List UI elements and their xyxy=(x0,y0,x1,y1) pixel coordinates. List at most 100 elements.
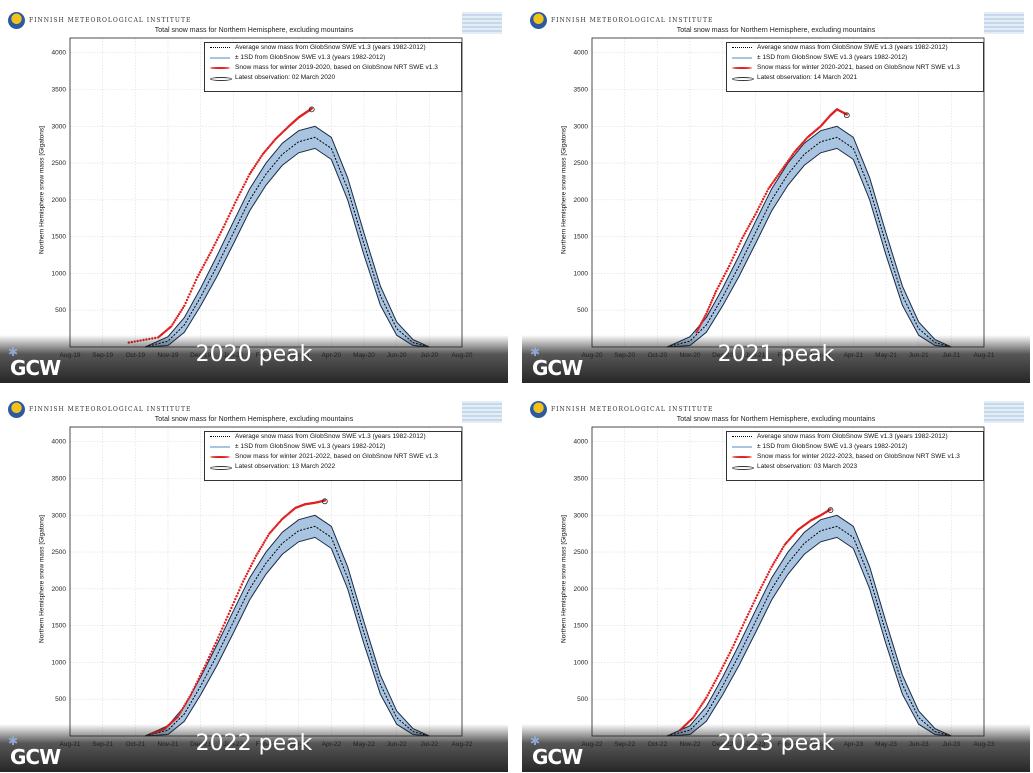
observed-point xyxy=(241,185,245,189)
observed-point xyxy=(726,267,730,270)
observed-point xyxy=(710,301,713,304)
observed-point xyxy=(239,586,242,589)
latest-observation-marker xyxy=(827,507,834,514)
observed-point xyxy=(260,155,263,158)
globsnow-logo-icon xyxy=(462,401,502,423)
observed-point xyxy=(184,301,187,305)
observed-point xyxy=(201,669,204,673)
y-tick-label: 1000 xyxy=(574,659,589,666)
legend-label: Average snow mass from GlobSnow SWE v1.3… xyxy=(235,433,426,440)
observed-point xyxy=(230,606,233,610)
observed-point xyxy=(249,170,253,174)
observed-point xyxy=(769,568,772,571)
legend-label: Latest observation: 02 March 2020 xyxy=(235,74,336,81)
sd-band-lower-edge xyxy=(667,536,952,737)
observed-point xyxy=(249,564,253,568)
observed-point xyxy=(258,547,262,551)
observed-point xyxy=(223,621,227,624)
sd-band-upper-edge xyxy=(144,125,430,348)
legend-entry: Snow mass for winter 2022-2023, based on… xyxy=(727,452,983,462)
legend-entry: Average snow mass from GlobSnow SWE v1.3… xyxy=(205,432,461,442)
legend-entry: Latest observation: 13 March 2022 xyxy=(205,462,461,472)
observed-point xyxy=(736,635,739,638)
observed-point xyxy=(707,691,711,695)
observed-point xyxy=(703,698,707,701)
observed-point xyxy=(731,256,735,259)
observed-point xyxy=(210,249,213,252)
observed-point xyxy=(181,306,185,310)
observed-point xyxy=(215,639,219,642)
observed-point xyxy=(735,248,739,251)
y-axis-label: Northern Hemisphere snow mass [Gigatons] xyxy=(560,515,568,643)
observed-point xyxy=(845,113,848,116)
observed-point xyxy=(257,550,261,553)
observed-point xyxy=(185,700,189,703)
observed-point xyxy=(743,621,746,624)
observed-point xyxy=(207,254,211,257)
observed-point xyxy=(711,684,715,687)
observed-point xyxy=(180,709,183,712)
observed-point xyxy=(767,570,771,574)
observed-point xyxy=(720,667,724,670)
observed-point xyxy=(253,164,257,168)
observed-point xyxy=(224,618,228,621)
observed-point xyxy=(775,556,779,560)
peak-caption: 2020 peak xyxy=(195,342,313,367)
observed-point xyxy=(243,577,246,581)
observed-point xyxy=(723,661,726,665)
average-line xyxy=(667,136,952,348)
observed-point xyxy=(702,318,705,321)
observed-point xyxy=(698,325,701,328)
fmi-logo-icon xyxy=(530,12,547,29)
observed-point xyxy=(713,292,717,295)
observed-point xyxy=(194,278,198,282)
legend-observed-symbol xyxy=(210,456,230,458)
observed-point xyxy=(735,638,738,641)
fmi-institute-name: FINNISH METEOROLOGICAL INSTITUTE xyxy=(551,406,714,413)
observed-point xyxy=(197,273,200,276)
observed-point xyxy=(768,185,771,189)
observed-point xyxy=(252,166,255,170)
y-tick-label: 2000 xyxy=(52,586,67,593)
observed-point xyxy=(219,231,223,234)
observed-point xyxy=(192,688,195,691)
observed-point xyxy=(761,583,764,587)
caption-bar xyxy=(522,724,1030,772)
observed-point xyxy=(695,331,698,334)
observed-point xyxy=(217,236,220,239)
observed-point xyxy=(213,644,216,648)
legend-average-symbol xyxy=(210,436,230,439)
legend-label: Latest observation: 14 March 2021 xyxy=(757,74,858,81)
observed-point xyxy=(760,200,764,203)
observed-point xyxy=(730,259,734,262)
observed-point xyxy=(177,713,181,716)
observed-point xyxy=(170,325,173,328)
observed-point xyxy=(775,176,778,179)
observed-point xyxy=(218,233,221,237)
observed-point xyxy=(739,629,742,633)
observed-point xyxy=(260,545,263,549)
observed-point xyxy=(738,242,741,245)
y-axis-label: Northern Hemisphere snow mass [Gigatons] xyxy=(560,126,568,254)
globsnow-logo-icon xyxy=(984,12,1024,34)
observed-point xyxy=(747,225,750,228)
observed-point xyxy=(200,672,203,675)
observed-point xyxy=(262,541,266,544)
observed-point xyxy=(176,715,179,719)
legend-label: Average snow mass from GlobSnow SWE v1.3… xyxy=(235,44,426,51)
chart-panel: Aug-20Sep-20Oct-20Nov-20Dec-20Jan-21Feb-… xyxy=(522,0,1030,383)
observed-point xyxy=(206,658,210,662)
observed-point xyxy=(221,228,224,231)
observed-point xyxy=(737,245,740,248)
observed-point xyxy=(728,264,731,268)
legend-entry: Latest observation: 02 March 2020 xyxy=(205,73,461,83)
observed-point xyxy=(699,323,702,327)
legend-entry: Average snow mass from GlobSnow SWE v1.3… xyxy=(727,43,983,53)
observed-point xyxy=(218,633,221,636)
observed-point xyxy=(741,236,744,240)
observed-point xyxy=(779,550,783,553)
observed-point xyxy=(705,696,708,699)
observed-point xyxy=(737,632,741,635)
observed-point xyxy=(204,664,207,667)
y-tick-label: 1500 xyxy=(574,234,589,241)
